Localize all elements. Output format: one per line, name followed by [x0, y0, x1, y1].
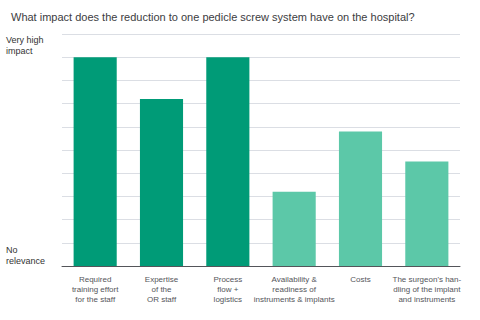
svg-text:dling of the implant: dling of the implant [393, 285, 461, 294]
svg-text:training effort: training effort [72, 285, 119, 294]
svg-text:relevance: relevance [6, 256, 45, 266]
svg-text:Process: Process [213, 275, 242, 284]
svg-text:Expertise: Expertise [145, 275, 179, 284]
svg-text:readiness of: readiness of [272, 285, 316, 294]
svg-text:instruments & implants: instruments & implants [254, 295, 335, 304]
svg-text:and instruments: and instruments [398, 295, 455, 304]
svg-text:No: No [6, 245, 18, 255]
svg-text:flow +: flow + [217, 285, 238, 294]
svg-text:for the staff: for the staff [75, 295, 116, 304]
svg-text:What impact does the reduction: What impact does the reduction to one pe… [11, 11, 415, 23]
svg-text:Very high: Very high [6, 35, 44, 45]
svg-text:Costs: Costs [350, 275, 370, 284]
svg-text:The surgeon's han-: The surgeon's han- [392, 275, 461, 284]
svg-text:Required: Required [79, 275, 111, 284]
svg-text:logistics: logistics [214, 295, 242, 304]
svg-text:Availability &: Availability & [272, 275, 318, 284]
svg-text:of the: of the [151, 285, 172, 294]
svg-text:OR staff: OR staff [147, 295, 177, 304]
svg-text:impact: impact [6, 46, 33, 56]
